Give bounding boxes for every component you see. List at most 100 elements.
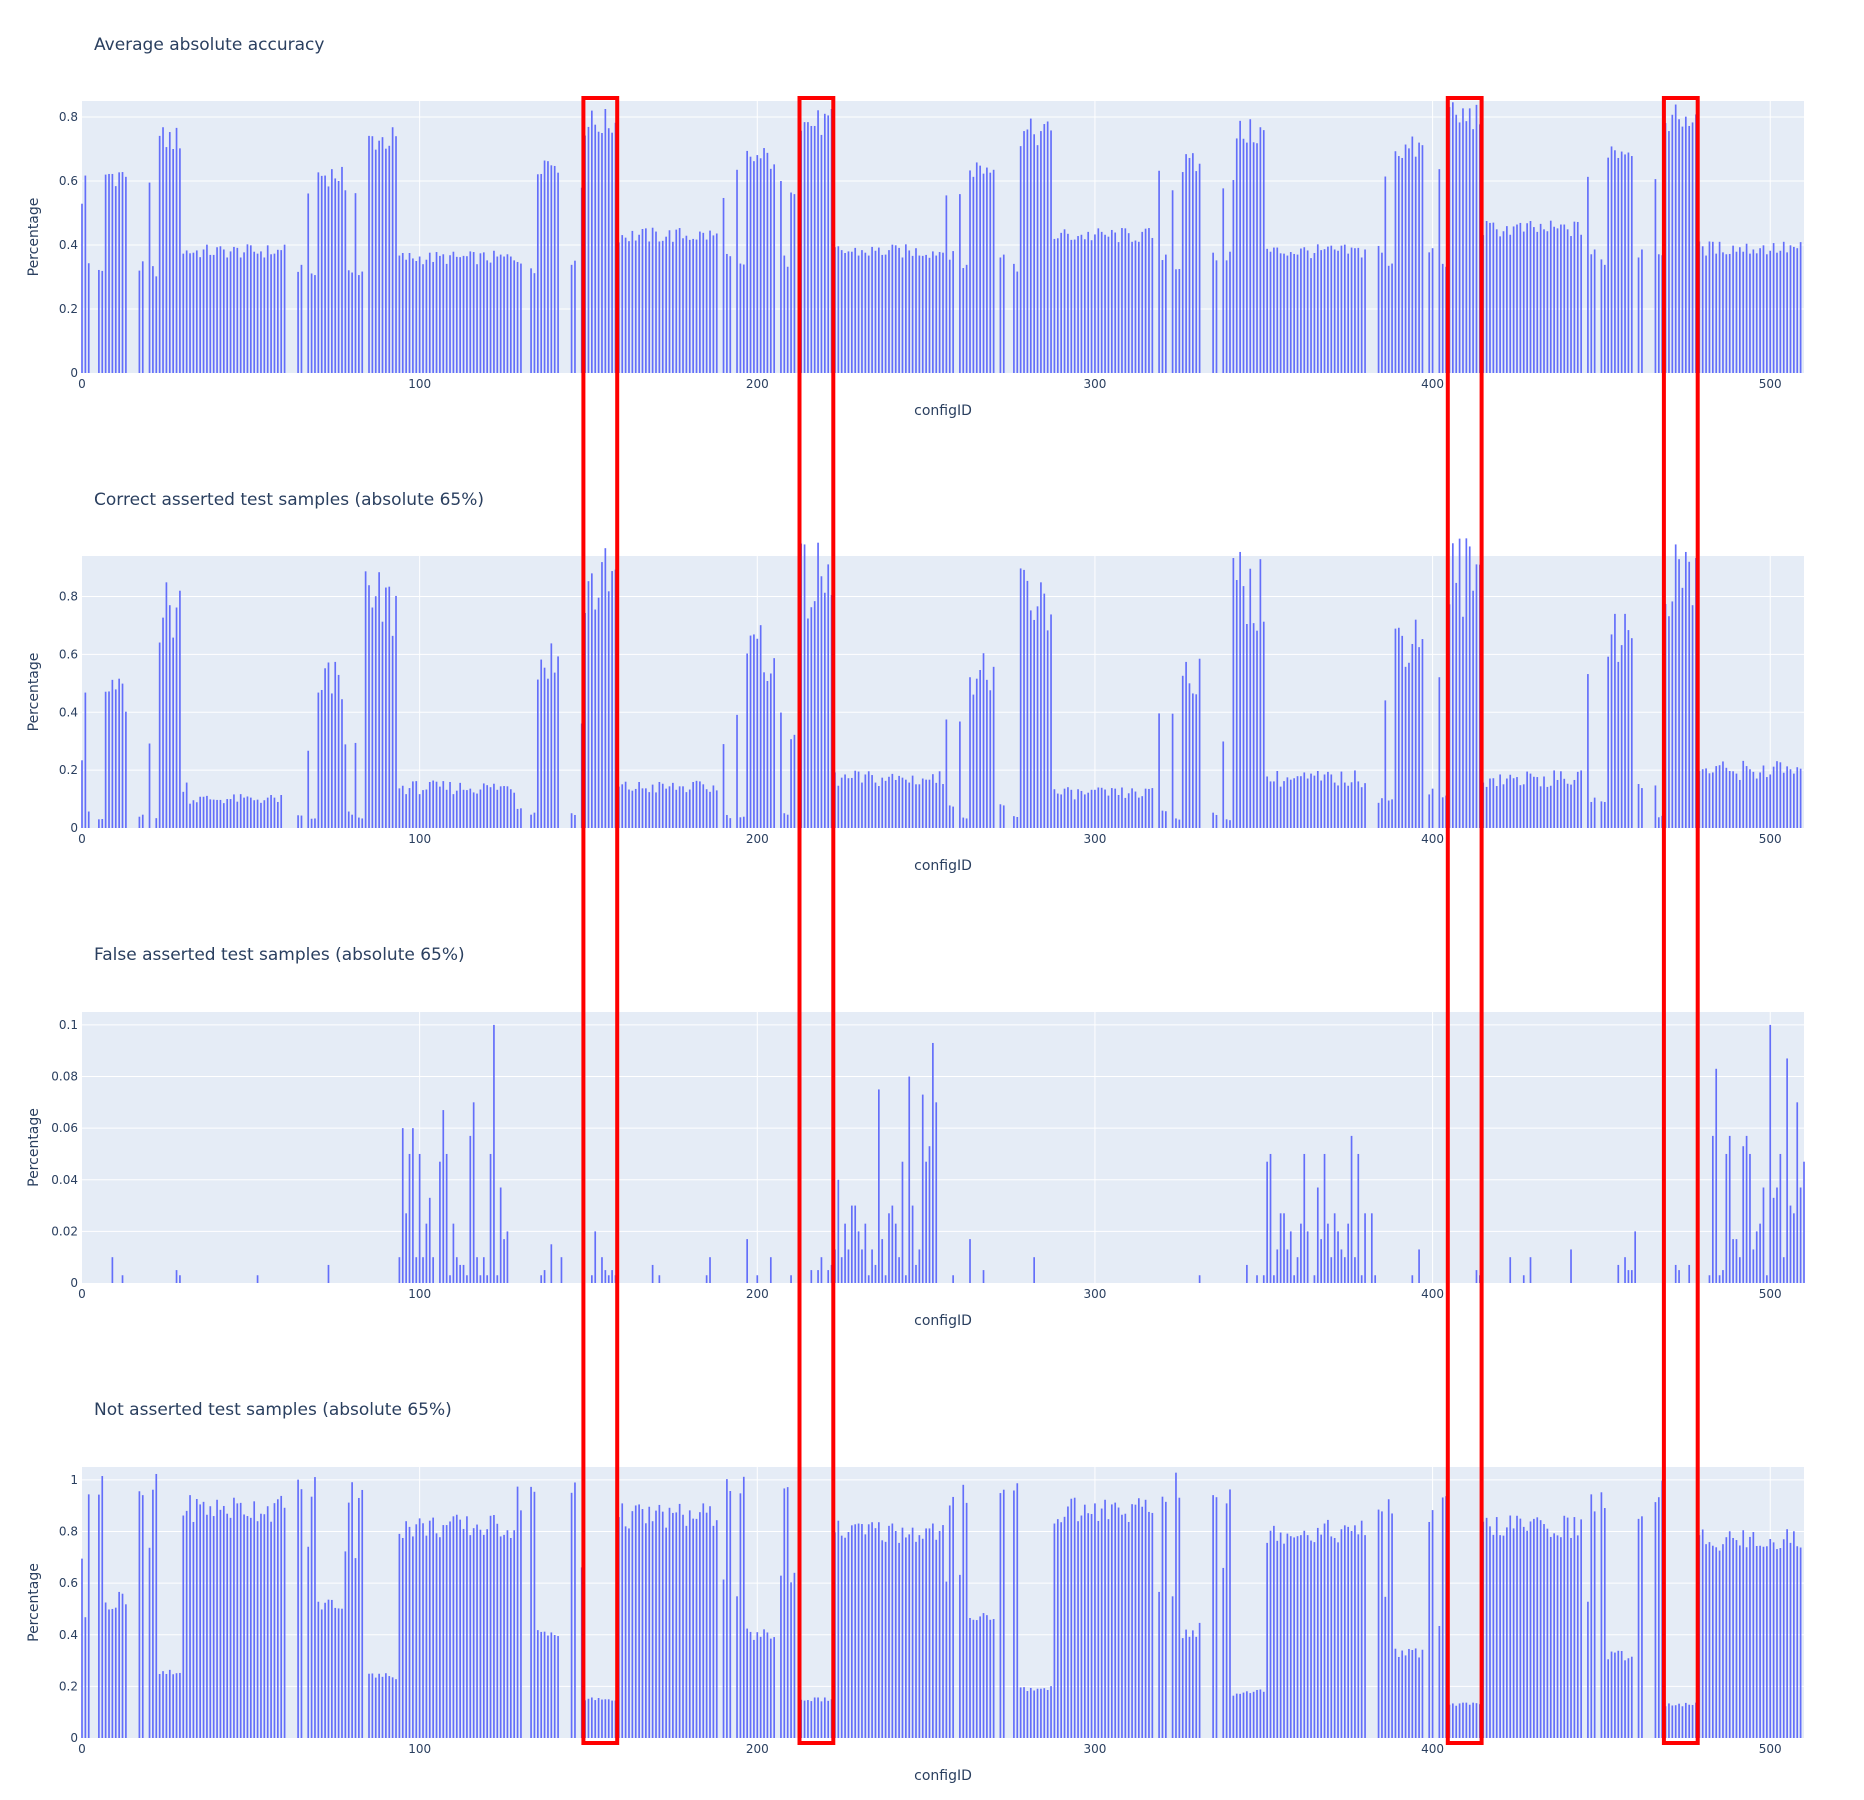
y-axis-title: Percentage xyxy=(26,653,42,732)
bar xyxy=(905,779,907,828)
bar xyxy=(1468,1704,1471,1738)
bar xyxy=(780,712,782,828)
bar xyxy=(1067,1506,1069,1738)
bar xyxy=(803,544,806,828)
bar xyxy=(1529,1521,1532,1738)
bar xyxy=(1681,126,1684,373)
bar xyxy=(486,785,489,828)
bar xyxy=(965,264,968,373)
bar xyxy=(1725,767,1728,828)
bar xyxy=(1543,776,1545,828)
bar xyxy=(1235,1693,1238,1738)
bar xyxy=(1468,108,1471,374)
bar xyxy=(1418,1249,1420,1283)
bar xyxy=(243,1514,245,1738)
bar xyxy=(84,1617,87,1738)
bar xyxy=(84,692,87,828)
bar xyxy=(98,1494,100,1738)
bar xyxy=(371,136,374,373)
bar xyxy=(1418,142,1420,373)
bar xyxy=(452,1516,455,1738)
bar xyxy=(847,1249,850,1283)
bar xyxy=(604,1699,607,1738)
bar xyxy=(1283,781,1285,828)
bar xyxy=(1144,1499,1147,1738)
bar xyxy=(844,1223,846,1283)
bar xyxy=(1192,153,1194,373)
bar xyxy=(908,782,911,828)
y-tick-label: 0.2 xyxy=(59,1679,78,1693)
bar xyxy=(786,266,789,373)
bar xyxy=(499,786,502,828)
bar xyxy=(678,786,681,828)
bar xyxy=(439,1161,441,1283)
bar xyxy=(1722,252,1724,373)
bar xyxy=(861,1524,863,1738)
bar xyxy=(712,1525,715,1738)
bar xyxy=(753,1639,755,1738)
bar xyxy=(111,679,114,828)
bar xyxy=(1472,590,1474,828)
bar xyxy=(1124,797,1127,828)
bar xyxy=(347,811,350,828)
bar xyxy=(141,1495,144,1738)
bar xyxy=(260,251,262,373)
bar xyxy=(1762,245,1765,373)
bar xyxy=(1141,796,1144,828)
bar xyxy=(1755,778,1758,828)
bar xyxy=(611,1270,613,1283)
bar xyxy=(773,1637,776,1738)
bar xyxy=(320,1609,323,1738)
bar xyxy=(928,1146,931,1283)
bar xyxy=(239,257,242,373)
bar xyxy=(1563,224,1566,373)
bar xyxy=(1553,1533,1555,1738)
bar xyxy=(1357,781,1360,828)
bar xyxy=(715,1520,718,1738)
bar xyxy=(1506,1527,1508,1738)
bar xyxy=(260,802,262,828)
bar xyxy=(986,1615,988,1738)
bar xyxy=(358,817,360,828)
bar xyxy=(195,250,198,373)
bar xyxy=(722,744,725,828)
bar xyxy=(1600,1492,1603,1738)
bar xyxy=(509,789,512,828)
y-tick-label: 0.1 xyxy=(59,1018,78,1032)
bar xyxy=(1465,121,1468,373)
bar xyxy=(428,1197,431,1283)
bar xyxy=(1296,1257,1299,1283)
bar xyxy=(1749,1153,1751,1283)
bar xyxy=(432,1257,434,1283)
bar xyxy=(1587,674,1589,828)
bar xyxy=(1431,1510,1434,1738)
bar xyxy=(412,258,414,373)
bar xyxy=(1431,248,1434,373)
bar xyxy=(182,253,185,373)
bar xyxy=(152,266,154,373)
bar xyxy=(1222,741,1225,828)
bar xyxy=(1725,254,1728,373)
bar xyxy=(1411,643,1414,828)
bar xyxy=(999,804,1002,828)
bar xyxy=(1343,244,1346,373)
x-tick-label: 400 xyxy=(1421,832,1444,846)
bar xyxy=(1752,1532,1755,1738)
bar xyxy=(1127,233,1130,373)
bar xyxy=(1029,118,1032,373)
x-tick-label: 100 xyxy=(408,377,431,391)
bar xyxy=(827,564,830,828)
bar xyxy=(418,794,421,828)
bar xyxy=(911,1205,914,1283)
bar xyxy=(861,1249,863,1283)
bar xyxy=(921,778,924,828)
bar xyxy=(482,783,485,828)
bar xyxy=(1246,142,1248,373)
bar xyxy=(1512,1528,1515,1738)
bar xyxy=(793,194,796,373)
bar xyxy=(175,1673,178,1738)
bar xyxy=(1516,777,1518,828)
bar xyxy=(793,734,796,828)
bar xyxy=(374,149,377,373)
bar xyxy=(381,137,384,373)
